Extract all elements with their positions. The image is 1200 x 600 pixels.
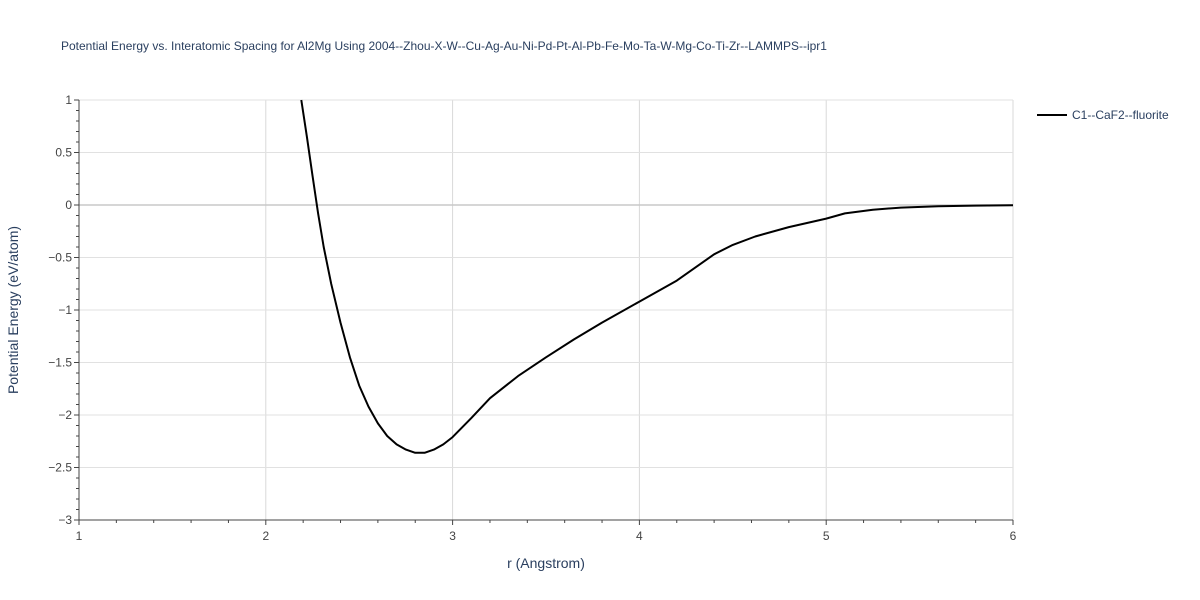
- y-tick-label: −1.5: [48, 356, 72, 370]
- grid-lines: [79, 99, 1014, 520]
- y-tick-label: −1: [58, 303, 72, 317]
- y-tick-label: −3: [58, 513, 72, 527]
- x-axis-label: r (Angstrom): [507, 555, 585, 571]
- axes: 1 2 3 4 5 6 1 0.5 0 −0.5 −1 −1.5 −2 −2.5 −3: [48, 93, 1016, 543]
- x-tick-label: 4: [636, 529, 643, 543]
- legend-label-c1-caf2-fluorite[interactable]: C1--CaF2--fluorite: [1072, 108, 1169, 122]
- y-tick-label: −2: [58, 408, 72, 422]
- x-tick-label: 5: [823, 529, 830, 543]
- legend[interactable]: C1--CaF2--fluorite: [1037, 108, 1169, 122]
- y-tick-label: −2.5: [48, 461, 72, 475]
- chart-title: Potential Energy vs. Interatomic Spacing…: [61, 39, 827, 53]
- x-tick-label: 6: [1010, 529, 1017, 543]
- x-tick-label: 2: [262, 529, 269, 543]
- y-tick-label: −0.5: [48, 251, 72, 265]
- x-tick-label: 1: [76, 529, 83, 543]
- y-tick-label: 0: [65, 198, 72, 212]
- series-line-c1-caf2-fluorite[interactable]: [300, 99, 1014, 454]
- y-tick-label: 1: [65, 93, 72, 107]
- plot-area: [300, 99, 1014, 454]
- x-tick-label: 3: [449, 529, 456, 543]
- y-tick-label: 0.5: [55, 146, 72, 160]
- y-axis-label: Potential Energy (eV/atom): [5, 226, 21, 394]
